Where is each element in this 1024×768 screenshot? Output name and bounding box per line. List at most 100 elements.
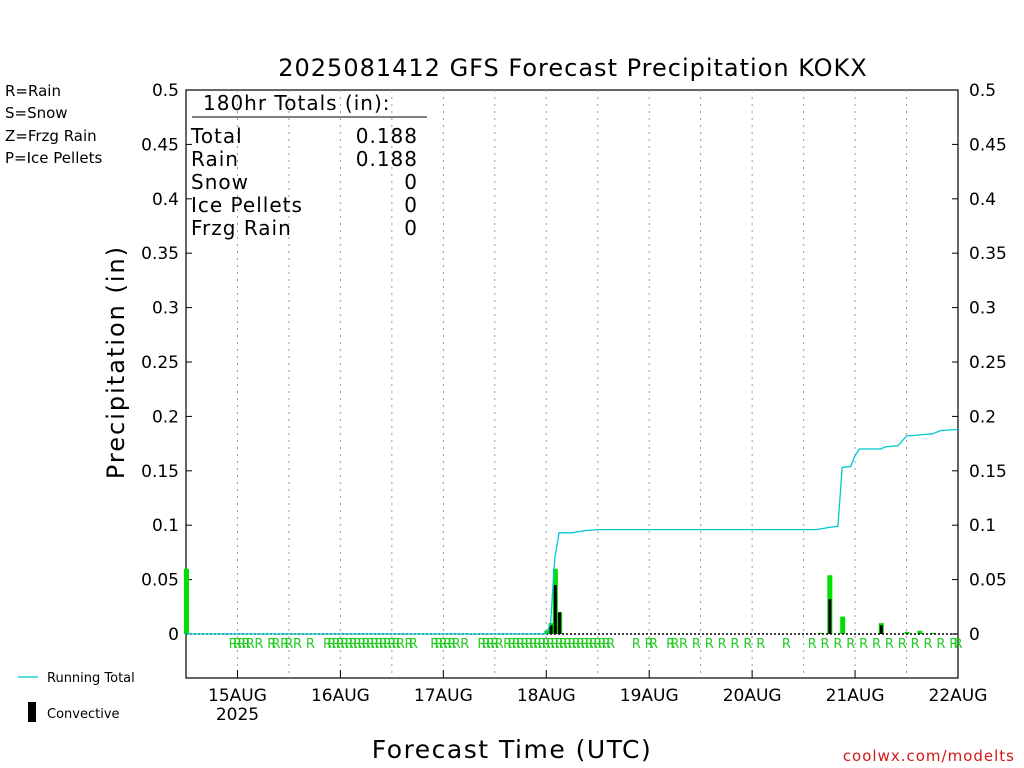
rain-type-marker: R	[743, 637, 752, 652]
rain-type-marker: R	[542, 637, 551, 652]
rain-type-marker: R	[953, 637, 962, 652]
rain-type-marker: R	[692, 637, 701, 652]
y-tick-left-label: 0.4	[152, 190, 179, 210]
rain-type-marker: R	[443, 637, 452, 652]
rain-type-marker: R	[452, 637, 461, 652]
rain-type-marker: R	[529, 637, 538, 652]
legend-ice-pellets: P=Ice Pellets	[5, 149, 102, 167]
rain-type-marker: R	[520, 637, 529, 652]
rain-type-marker: R	[572, 637, 581, 652]
y-tick-left-label: 0.1	[152, 516, 179, 536]
rain-type-marker: R	[593, 637, 602, 652]
y-tick-left-label: 0.35	[141, 244, 179, 264]
x-tick-label: 17AUG	[414, 686, 473, 706]
legend-running-total: Running Total	[47, 671, 135, 686]
legend-snow: S=Snow	[5, 104, 68, 122]
chart-title: 2025081412 GFS Forecast Precipitation KO…	[278, 54, 868, 82]
x-tick-label: 15AUG	[208, 686, 267, 706]
rain-type-marker: R	[718, 637, 727, 652]
rain-type-marker: R	[366, 637, 375, 652]
rain-type-marker: R	[439, 637, 448, 652]
totals-row-label: Ice Pellets	[191, 193, 303, 217]
totals-row-label: Rain	[191, 147, 239, 171]
totals-row-label: Total	[190, 124, 243, 148]
rain-bar	[184, 568, 189, 634]
convective-swatch	[28, 702, 36, 722]
rain-type-marker: R	[730, 637, 739, 652]
rain-type-marker: R	[782, 637, 791, 652]
rain-type-marker: R	[833, 637, 842, 652]
rain-type-marker: R	[645, 637, 654, 652]
rain-type-marker: R	[512, 637, 521, 652]
x-tick-year-label: 2025	[216, 705, 259, 725]
rain-type-marker: R	[344, 637, 353, 652]
rain-type-marker: R	[936, 637, 945, 652]
rain-type-marker: R	[323, 637, 332, 652]
series-legend: Running Total Convective	[18, 671, 135, 722]
rain-type-marker: R	[606, 637, 615, 652]
rain-bar	[917, 630, 923, 634]
y-tick-right-label: 0.45	[969, 135, 1007, 155]
x-tick-label: 21AUG	[826, 686, 885, 706]
rain-type-marker: R	[525, 637, 534, 652]
totals-row-value: 0	[404, 216, 418, 240]
rain-type-marker: R	[387, 637, 396, 652]
rain-type-marker: R	[649, 637, 658, 652]
rain-type-marker: R	[490, 637, 499, 652]
rain-type-marker: R	[585, 637, 594, 652]
x-tick-label: 18AUG	[517, 686, 576, 706]
rain-bar	[840, 616, 846, 634]
totals-row-value: 0.188	[356, 147, 418, 171]
y-ticks-left: 0 0.05 0.1 0.15 0.2 0.25 0.3 0.35 0.4 0.45 0.5	[141, 81, 192, 645]
rain-type-marker: R	[280, 637, 289, 652]
totals-row-value: 0.188	[356, 124, 418, 148]
rain-type-marker: R	[246, 637, 255, 652]
rain-type-marker: R	[533, 637, 542, 652]
y-tick-right-label: 0.25	[969, 353, 1007, 373]
convective-bars	[549, 585, 883, 634]
rain-type-marker: R	[336, 637, 345, 652]
running-total-line	[186, 428, 959, 635]
y-ticks-right: 0 0.05 0.1 0.15 0.2 0.25 0.3 0.35 0.4 0.45 0.5	[952, 81, 1007, 645]
x-axis-title: Forecast Time (UTC)	[372, 735, 652, 764]
rain-bar	[904, 631, 910, 634]
legend-frzg-rain: Z=Frzg Rain	[5, 127, 97, 145]
convective-bar	[558, 612, 562, 634]
y-tick-left-label: 0.05	[141, 571, 179, 591]
rain-type-marker: R	[507, 637, 516, 652]
y-tick-left-label: 0	[168, 625, 179, 645]
y-axis-title: Precipitation (in)	[102, 245, 130, 479]
rain-type-marker: R	[486, 637, 495, 652]
rain-type-marker: R	[589, 637, 598, 652]
rain-type-marker: R	[242, 637, 251, 652]
totals-row-label: Snow	[191, 170, 249, 194]
rain-type-marker: R	[435, 637, 444, 652]
rain-type-marker: R	[409, 637, 418, 652]
legend-rain: R=Rain	[5, 82, 61, 100]
rain-type-marker: R	[580, 637, 589, 652]
rain-type-marker: R	[563, 637, 572, 652]
precip-type-legend: R=Rain S=Snow Z=Frzg Rain P=Ice Pellets	[5, 82, 102, 167]
rain-type-marker: R	[370, 637, 379, 652]
rain-bar	[930, 632, 936, 634]
y-tick-right-label: 0.5	[969, 81, 996, 101]
rain-type-marker: R	[374, 637, 383, 652]
rain-type-marker: R	[898, 637, 907, 652]
totals-header: 180hr Totals (in):	[203, 91, 391, 115]
rain-type-marker: R	[516, 637, 525, 652]
rain-type-marker: R	[859, 637, 868, 652]
rain-type-marker: R	[396, 637, 405, 652]
totals-row-label: Frzg Rain	[191, 216, 292, 240]
rain-type-marker: R	[284, 637, 293, 652]
rain-type-marker: R	[237, 637, 246, 652]
rain-type-marker: R	[362, 637, 371, 652]
rain-type-marker: R	[666, 637, 675, 652]
y-tick-right-label: 0	[969, 625, 980, 645]
rain-type-marker: R	[353, 637, 362, 652]
rain-type-marker: R	[267, 637, 276, 652]
rain-type-marker: R	[911, 637, 920, 652]
convective-bar	[549, 625, 553, 634]
y-tick-right-label: 0.35	[969, 244, 1007, 264]
